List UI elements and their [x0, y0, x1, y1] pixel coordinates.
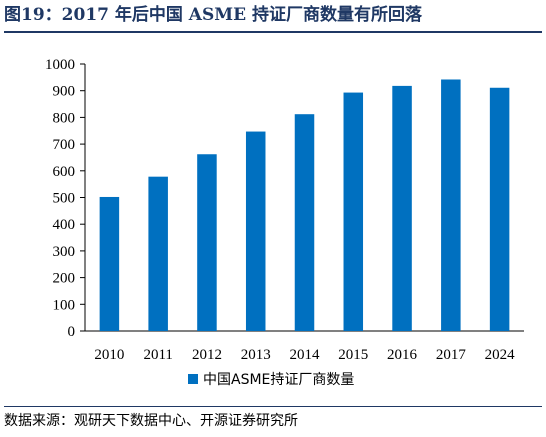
- x-tick-label: 2016: [387, 347, 418, 363]
- bar-2012: [197, 154, 217, 331]
- bar-2017: [441, 79, 461, 332]
- bar-2013: [245, 131, 266, 331]
- bar-2016: [392, 85, 412, 331]
- figure-title: 图19：2017 年后中国 ASME 持证厂商数量有所回落: [4, 5, 422, 25]
- bar-2010: [99, 196, 120, 331]
- x-tick-label: 2012: [192, 347, 222, 363]
- bar-2024: [489, 87, 510, 331]
- y-tick-label: 600: [53, 164, 76, 180]
- x-tick-label: 2024: [485, 347, 516, 363]
- y-tick-label: 800: [53, 110, 76, 126]
- bar-series: [99, 79, 510, 332]
- x-tick-label: 2013: [241, 347, 271, 363]
- y-tick-label: 1000: [45, 57, 75, 73]
- chart-legend: 中国ASME持证厂商数量: [188, 372, 354, 388]
- legend-label: 中国ASME持证厂商数量: [203, 372, 354, 388]
- title-divider: [4, 31, 542, 33]
- y-axis: 0 100 200 300 400 500 600 700 800 900 1000: [45, 57, 86, 340]
- x-tick-label: 2011: [143, 347, 172, 363]
- x-tick-label: 2010: [94, 347, 124, 363]
- y-tick-label: 400: [53, 217, 76, 233]
- y-tick-label: 0: [68, 324, 76, 340]
- y-tick-label: 900: [53, 84, 76, 100]
- x-tick-label: 2015: [338, 347, 368, 363]
- bar-2015: [343, 92, 364, 331]
- x-axis: 2010 2011 2012 2013 2014 2015 2016 2017 2024: [85, 330, 524, 363]
- y-tick-label: 500: [53, 191, 76, 207]
- bar-2011: [148, 176, 168, 331]
- x-tick-label: 2014: [290, 347, 321, 363]
- y-tick-label: 200: [53, 271, 76, 287]
- bar-2014: [294, 114, 315, 331]
- y-tick-label: 100: [53, 297, 76, 313]
- y-tick-label: 300: [53, 244, 76, 260]
- legend-swatch: [188, 374, 198, 384]
- source-note: 数据来源：观研天下数据中心、开源证券研究所: [4, 413, 298, 429]
- x-tick-label: 2017: [436, 347, 467, 363]
- source-divider: [4, 406, 542, 407]
- y-tick-label: 700: [53, 137, 76, 153]
